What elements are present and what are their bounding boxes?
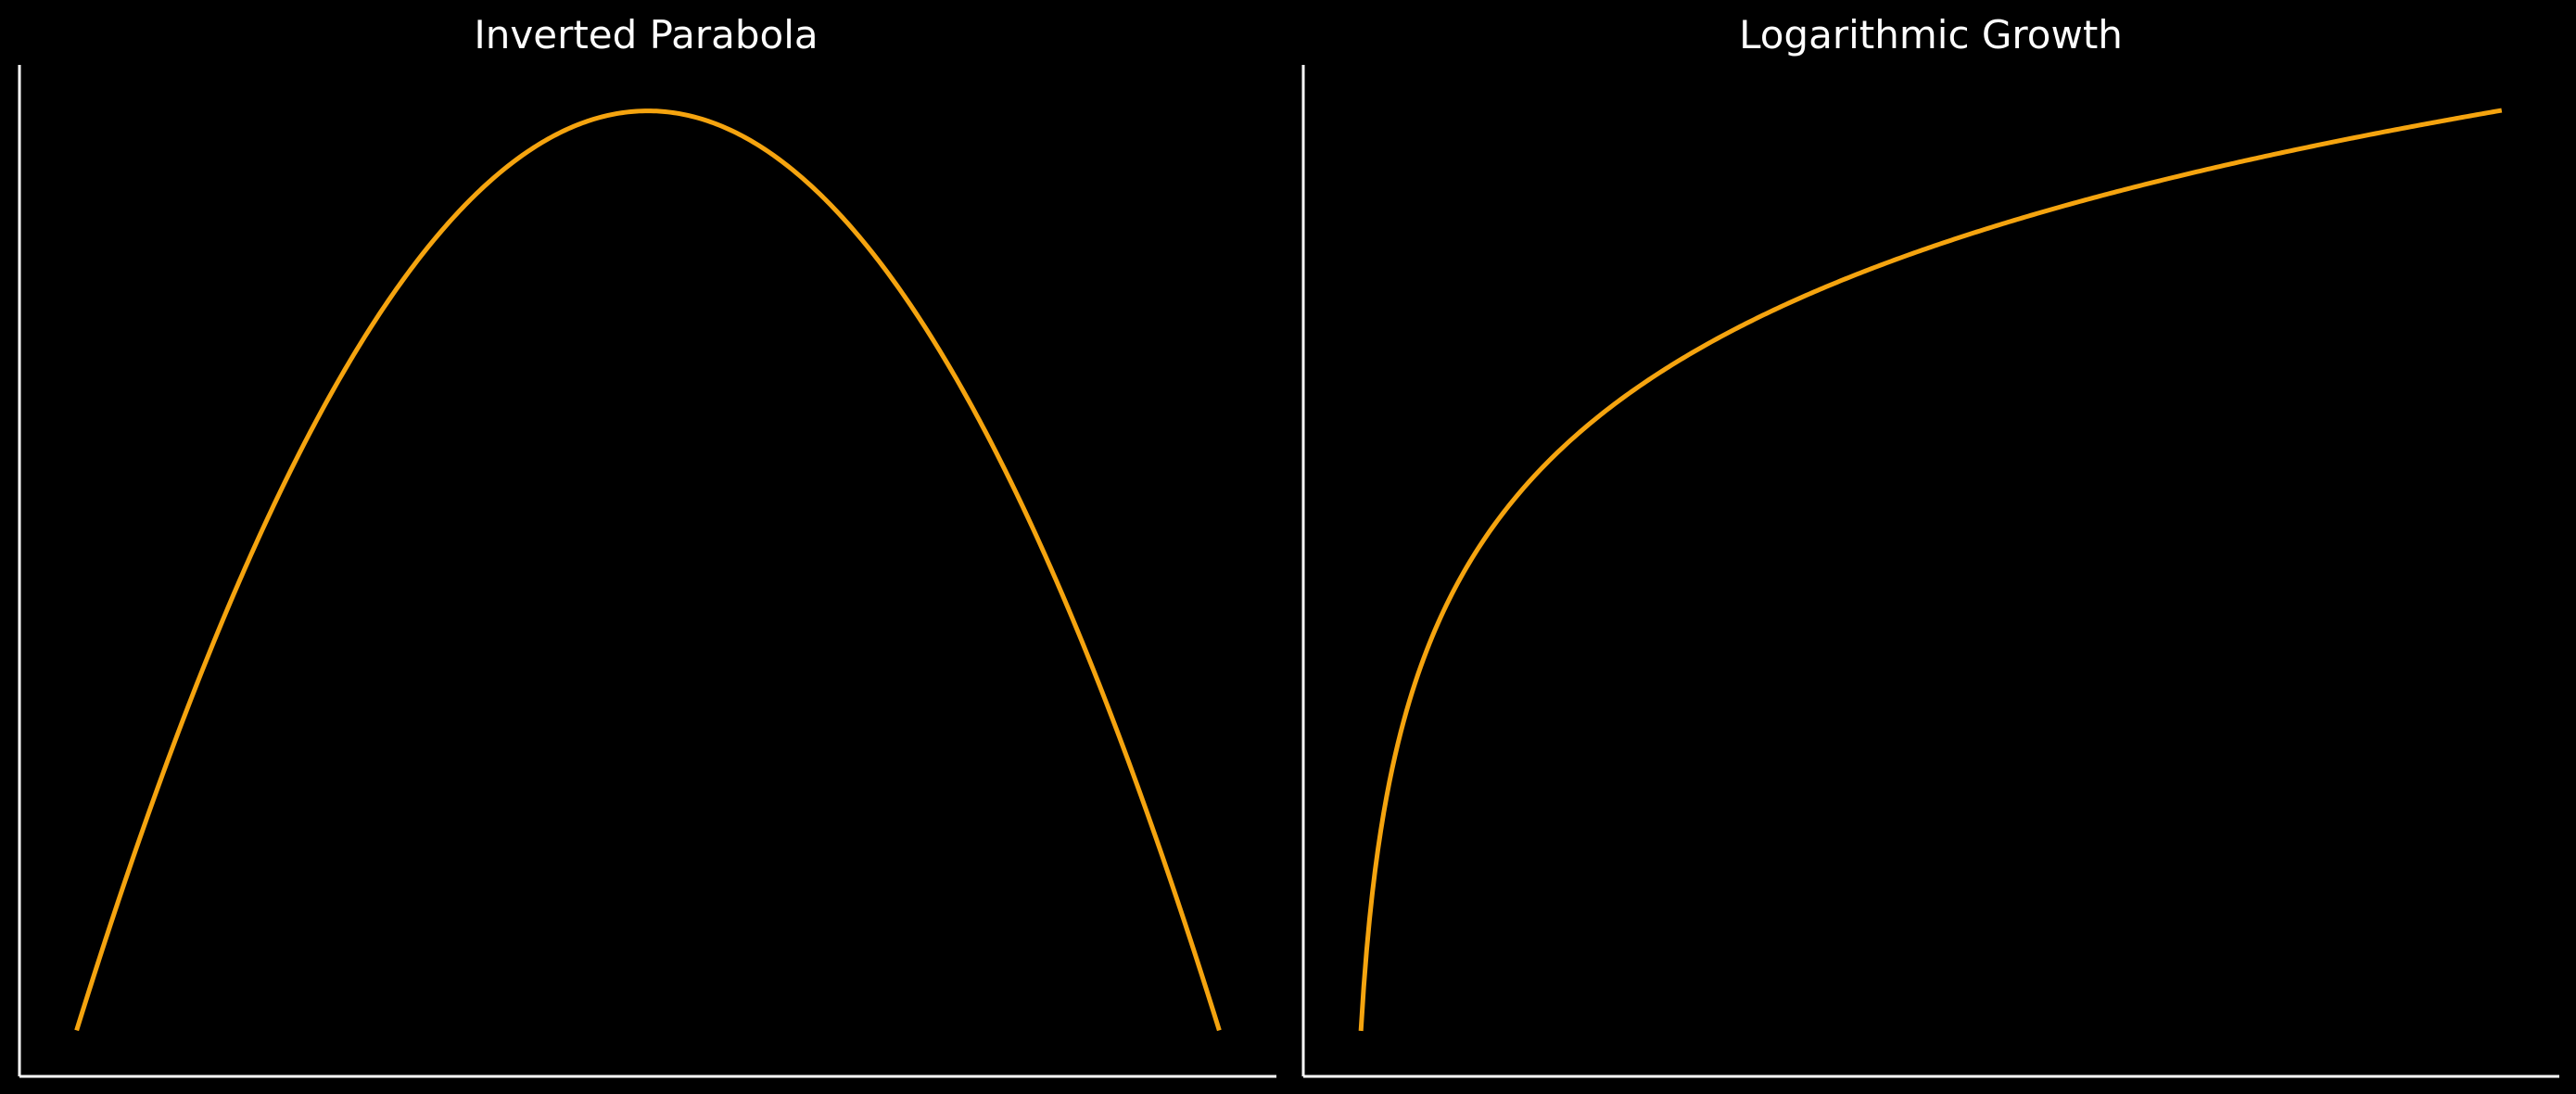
subplot-logarithmic-growth: Logarithmic Growth	[1301, 12, 2559, 1078]
logarithm-curve	[1358, 108, 2503, 1032]
chart-title-logarithmic-growth: Logarithmic Growth	[1739, 12, 2123, 57]
chart-title-inverted-parabola: Inverted Parabola	[474, 12, 818, 57]
parabola-curve	[74, 108, 1222, 1032]
subplot-inverted-parabola: Inverted Parabola	[18, 12, 1276, 1078]
